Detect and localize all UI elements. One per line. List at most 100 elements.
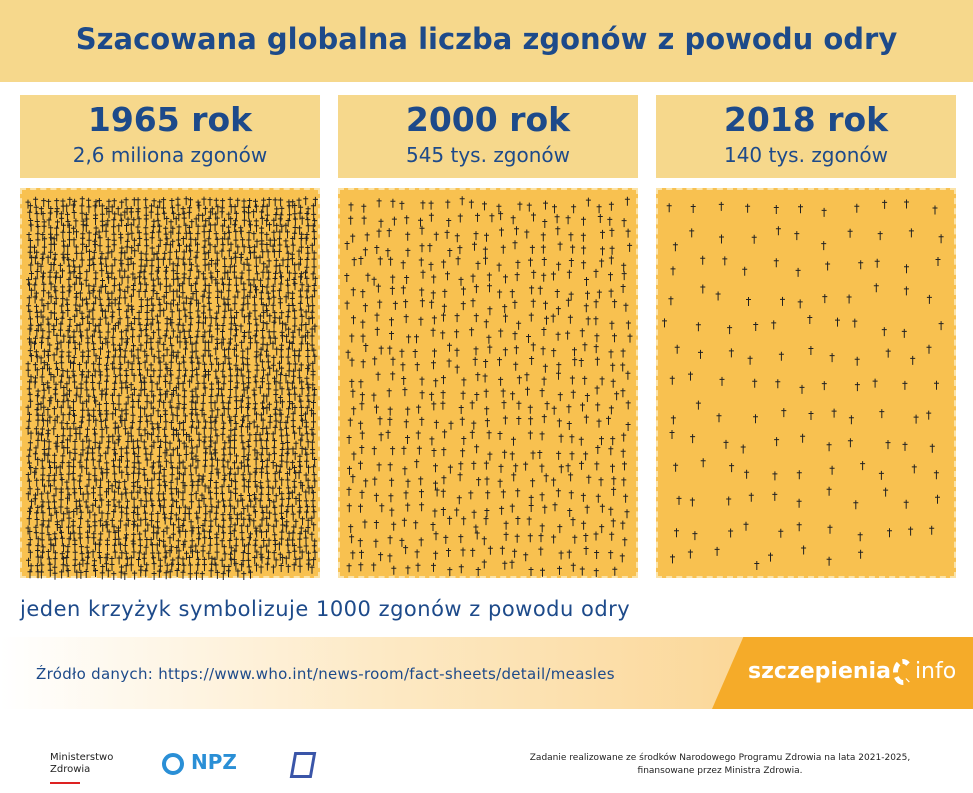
cross-mark: [609, 320, 615, 330]
cross-mark: [376, 228, 382, 238]
cross-mark: [260, 269, 266, 279]
cross-mark: [376, 462, 382, 472]
cross-mark: [118, 346, 124, 356]
cross-mark: [272, 276, 278, 285]
cross-mark: [163, 361, 169, 371]
cross-mark: [596, 289, 602, 299]
cross-mark: [303, 543, 309, 553]
cross-mark: [238, 225, 244, 235]
cross-mark: [54, 198, 60, 208]
cross-mark: [48, 310, 54, 320]
cross-mark: [59, 535, 65, 545]
cross-mark: [142, 503, 148, 513]
cross-mark: [728, 348, 734, 358]
cross-mark: [98, 477, 104, 487]
cross-mark: [852, 318, 858, 328]
cross-mark: [305, 250, 311, 260]
cross-mark: [227, 394, 233, 404]
cross-mark: [902, 380, 908, 390]
cross-mark: [251, 277, 257, 287]
cross-mark: [66, 463, 72, 473]
cross-mark: [272, 315, 278, 325]
cross-mark: [27, 391, 33, 401]
cross-mark: [164, 365, 170, 375]
cross-mark: [279, 310, 285, 320]
cross-mark: [209, 334, 215, 344]
cross-mark: [91, 535, 97, 545]
cross-mark: [52, 570, 58, 580]
cross-mark: [42, 451, 48, 461]
cross-mark: [270, 460, 276, 469]
cross-mark: [419, 489, 424, 499]
cross-mark: [177, 505, 182, 515]
cross-mark: [216, 523, 222, 533]
cross-mark: [196, 473, 202, 483]
cross-mark: [440, 488, 446, 498]
cross-mark: [113, 407, 118, 417]
cross-mark: [123, 550, 129, 560]
cross-mark: [154, 313, 160, 323]
source-link[interactable]: Źródło danych: https://www.who.int/news-…: [36, 665, 615, 683]
cross-mark: [41, 198, 47, 208]
cross-mark: [85, 491, 91, 501]
cross-mark: [595, 402, 601, 412]
cross-mark: [194, 394, 200, 404]
cross-mark: [882, 199, 888, 209]
cross-mark: [621, 262, 627, 272]
cross-mark: [28, 218, 34, 227]
cross-mark: [66, 288, 72, 298]
cross-mark: [195, 199, 201, 209]
title-band: [0, 0, 973, 82]
cross-mark: [47, 398, 53, 408]
cross-mark: [171, 276, 177, 286]
cross-mark: [600, 229, 605, 239]
cross-mark: [128, 321, 134, 331]
cross-mark: [164, 264, 169, 274]
cross-mark: [265, 556, 271, 566]
cross-mark: [176, 381, 182, 391]
cross-mark: [27, 336, 32, 346]
cross-mark: [285, 380, 291, 390]
cross-mark: [246, 535, 252, 545]
cross-mark: [773, 258, 779, 268]
cross-mark: [66, 515, 72, 525]
cross-mark: [138, 263, 144, 273]
cross-mark: [122, 268, 128, 278]
cross-mark: [98, 531, 104, 541]
cross-mark: [149, 263, 155, 273]
cross-mark: [207, 353, 213, 363]
cross-mark: [53, 288, 59, 298]
cross-mark: [672, 242, 678, 252]
cross-mark: [59, 518, 65, 528]
cross-mark: [740, 444, 746, 454]
cross-mark: [155, 511, 161, 520]
cross-mark: [188, 355, 194, 365]
cross-mark: [253, 203, 259, 213]
cross-mark: [176, 212, 182, 222]
cross-mark: [266, 269, 272, 279]
cross-mark: [259, 230, 265, 240]
cross-mark: [131, 531, 137, 541]
cross-mark: [259, 296, 264, 306]
cross-mark: [526, 334, 531, 343]
cross-mark: [285, 290, 291, 300]
cross-mark: [199, 492, 205, 502]
cross-mark: [226, 568, 231, 578]
cross-mark: [885, 348, 891, 358]
cross-mark: [442, 288, 448, 298]
cross-mark: [555, 331, 561, 341]
cross-mark: [690, 434, 696, 444]
cross-mark: [271, 229, 277, 239]
cross-mark: [241, 463, 247, 473]
cross-mark: [136, 557, 141, 566]
cross-mark: [52, 241, 57, 251]
cross-mark: [157, 308, 163, 318]
cross-mark: [772, 471, 778, 481]
cross-mark: [71, 509, 77, 518]
cross-mark: [193, 386, 199, 396]
cross-mark: [33, 530, 39, 540]
cross-mark: [825, 261, 831, 271]
cross-mark: [137, 322, 143, 332]
cross-mark: [162, 554, 168, 564]
cross-mark: [169, 309, 175, 319]
